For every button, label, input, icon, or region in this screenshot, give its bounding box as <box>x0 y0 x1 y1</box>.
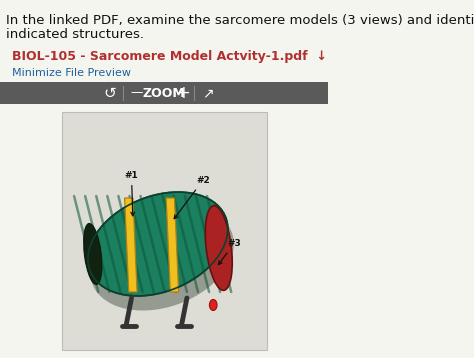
Text: ZOOM: ZOOM <box>143 87 185 100</box>
Text: #3: #3 <box>219 239 241 265</box>
Text: BIOL-105 - Sarcomere Model Actvity-1.pdf  ↓: BIOL-105 - Sarcomere Model Actvity-1.pdf… <box>12 50 328 63</box>
Text: —: — <box>131 87 143 100</box>
Polygon shape <box>166 198 179 292</box>
Text: +: + <box>176 84 191 102</box>
Bar <box>0 82 328 104</box>
Bar <box>62 112 266 350</box>
Text: In the linked PDF, examine the sarcomere models (3 views) and identify the: In the linked PDF, examine the sarcomere… <box>6 14 474 27</box>
Text: ↺: ↺ <box>103 86 116 101</box>
Ellipse shape <box>205 205 232 290</box>
Ellipse shape <box>88 192 228 296</box>
Text: indicated structures.: indicated structures. <box>6 28 144 41</box>
Circle shape <box>210 300 217 310</box>
Ellipse shape <box>90 205 234 310</box>
Ellipse shape <box>83 223 102 285</box>
Text: Minimize File Preview: Minimize File Preview <box>12 68 131 78</box>
Text: #1: #1 <box>125 171 138 216</box>
Polygon shape <box>125 198 137 292</box>
Text: #2: #2 <box>174 176 210 219</box>
Text: ↗: ↗ <box>202 86 213 100</box>
